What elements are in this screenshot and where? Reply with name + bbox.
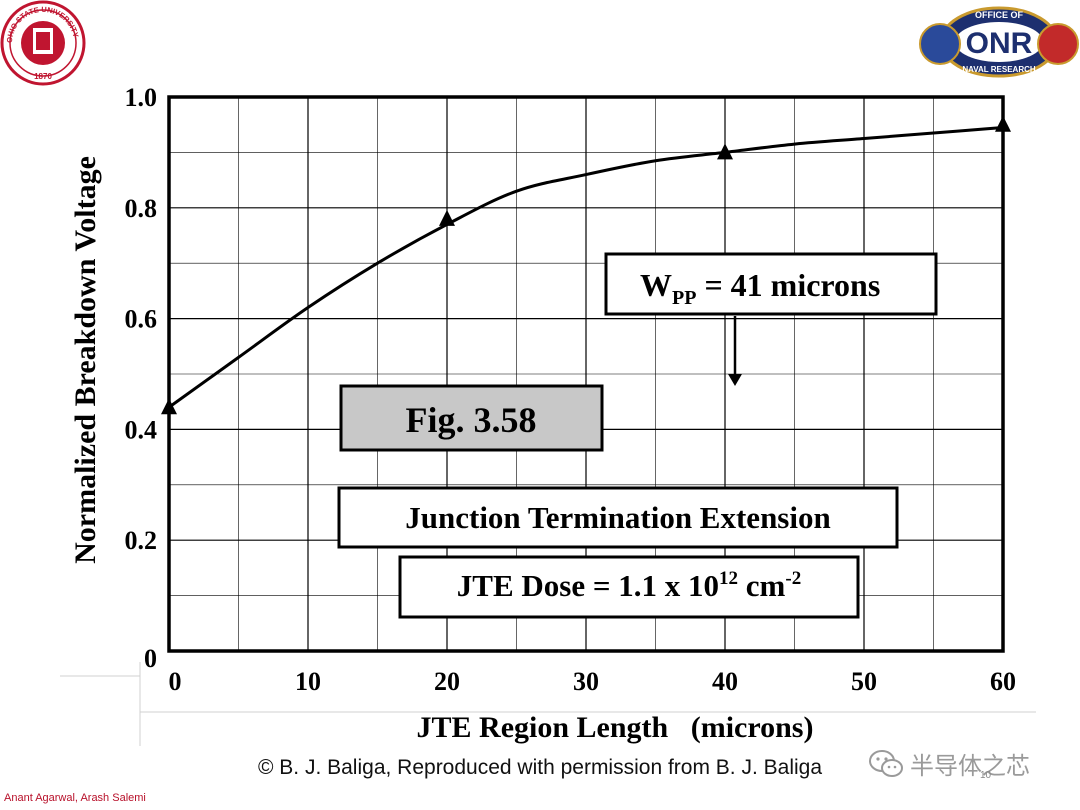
x-axis-title: JTE Region Length (microns) [417,711,814,744]
page-number: 10 [980,770,992,781]
fig-box [339,384,604,452]
data-point-marker [161,398,177,415]
jte-title-annotation: Junction Termination Extension [337,486,899,549]
y-tick-label: 0.2 [125,526,158,555]
x-tick-label: 10 [295,667,321,696]
jte-dose: JTE Dose = 1.1 x 1012 cm-2 [457,568,801,603]
onr-logo: OFFICE OF ONR NAVAL RESEARCH [919,6,1079,78]
jte-dose-annotation: JTE Dose = 1.1 x 1012 cm-2 [398,555,860,619]
y-tick-label: 0.8 [125,194,158,223]
fig-label: Fig. 3.58 [406,400,537,440]
y-tick-label: 0 [144,644,157,673]
fig-label-annotation: Fig. 3.58 [339,384,604,452]
data-point-marker [717,143,733,160]
university-seal-logo: OHIO STATE UNIVERSITY 1870 [0,0,86,86]
jte-dose-box [398,555,860,619]
data-point-marker [439,209,455,226]
x-tick-label: 30 [573,667,599,696]
series-breakdown-voltage [161,115,1011,415]
x-tick-label: 40 [712,667,738,696]
y-tick-label: 0.6 [125,305,158,334]
plot-frame [167,95,1005,653]
author-names: Anant Agarwal, Arash Salemi [4,792,146,804]
jte-title-box [337,486,899,549]
y-axis-title: Normalized Breakdown Voltage [69,156,102,564]
copyright-credit: © B. J. Baliga, Reproduced with permissi… [257,756,823,779]
y-tick-label: 1.0 [125,83,158,112]
x-tick-label: 50 [851,667,877,696]
seal-year: 1870 [34,72,52,81]
x-tick-label: 0 [169,667,182,696]
wpp-arrow-head-icon [728,374,742,386]
wpp-box [604,252,938,316]
tick-labels: 0 10 20 30 40 50 60 0 0.2 0.4 0.6 0.8 1.0 [125,83,1017,696]
data-point-marker [995,115,1011,132]
jte-title: Junction Termination Extension [405,500,830,535]
y-tick-label: 0.4 [125,415,158,444]
watermark: 半导体之芯 [868,746,1030,781]
wechat-icon [869,749,903,777]
series-line [168,125,1004,409]
wpp-annotation: WPP = 41 microns [604,252,938,386]
onr-main-text: ONR [966,27,1033,60]
onr-bottom-text: NAVAL RESEARCH [962,65,1036,74]
onr-top-text: OFFICE OF [975,10,1023,20]
x-tick-label: 60 [990,667,1016,696]
watermark-text: 半导体之芯 [910,752,1030,780]
x-tick-label: 20 [434,667,460,696]
wpp-label: WPP = 41 microns [640,267,880,309]
